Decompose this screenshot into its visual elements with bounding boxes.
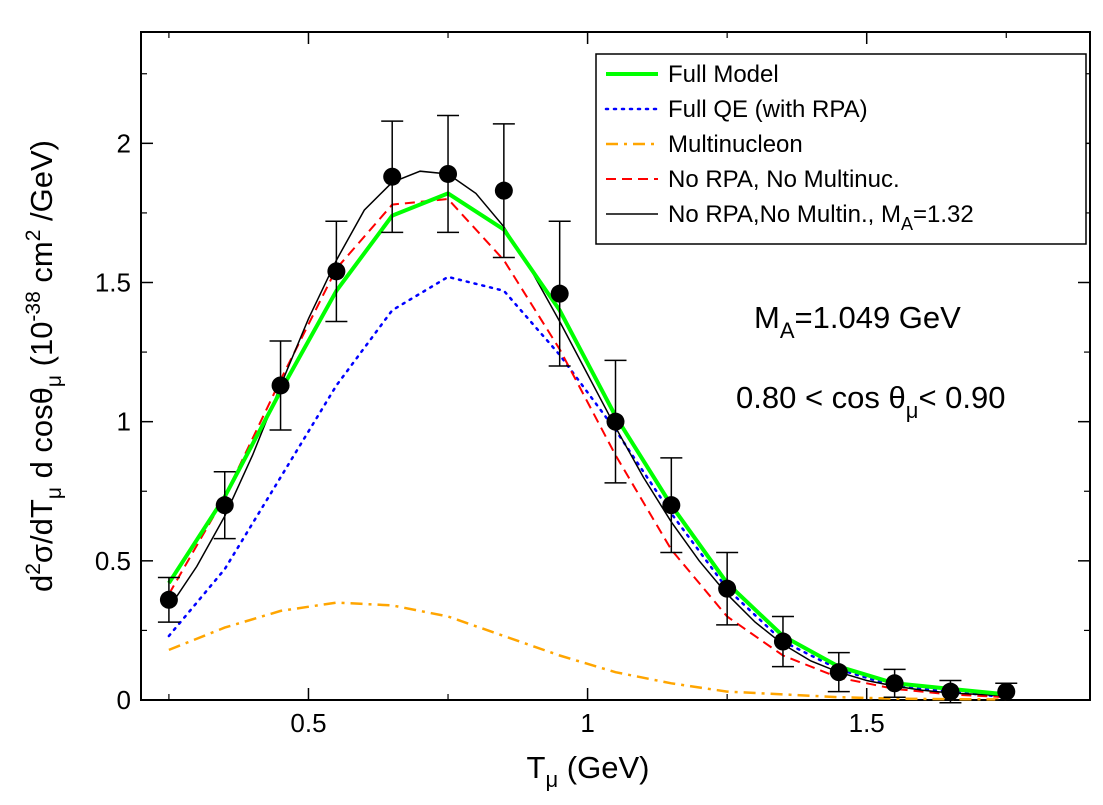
data-point [773, 632, 792, 651]
curve-no-rpa [168, 197, 1007, 699]
plot-frame [140, 31, 1091, 701]
x-axis-title: Tμ (GeV) [527, 750, 650, 792]
data-point [439, 164, 458, 183]
data-point [271, 376, 290, 395]
x-tick-label: 0.5 [290, 708, 326, 738]
axis-ticks: 0.5 1 1.5 0 0.5 1 1.5 2 [95, 32, 1090, 738]
data-point [941, 682, 960, 701]
data-point [494, 181, 513, 200]
y-tick-label: 0 [117, 685, 131, 715]
data-points [157, 114, 1018, 704]
data-point [550, 284, 569, 303]
legend-label-no-rpa-ma: No RPA,No Multin., MA=1.32 [668, 201, 974, 234]
legend-label-full-qe: Full QE (with RPA) [668, 96, 868, 123]
data-point [383, 167, 402, 186]
x-tick-label: 1.5 [849, 708, 885, 738]
legend-box [595, 53, 1087, 245]
legend: Full Model Full QE (with RPA) Multinucle… [595, 53, 1087, 245]
curve-full-qe [167, 275, 1008, 699]
curves [167, 170, 1008, 701]
legend-label-multinucleon: Multinucleon [668, 131, 803, 158]
data-point [159, 590, 178, 609]
x-tick-label: 1 [580, 708, 594, 738]
legend-swatches [604, 72, 660, 215]
data-point [606, 412, 625, 431]
curve-multinucleon [168, 601, 1007, 701]
y-tick-label: 1 [117, 407, 131, 437]
annotation-cos: 0.80 < cos θμ< 0.90 [736, 380, 1006, 423]
y-tick-label: 1.5 [95, 268, 131, 298]
data-point [885, 674, 904, 693]
data-point [662, 496, 681, 515]
legend-label-no-rpa: No RPA, No Multinuc. [668, 166, 900, 193]
data-point [327, 262, 346, 281]
data-point [215, 496, 234, 515]
curve-no-rpa-ma [168, 170, 1007, 697]
curve-full-model [167, 191, 1007, 697]
data-point [718, 579, 737, 598]
legend-label-full-model: Full Model [668, 61, 779, 88]
data-point [829, 663, 848, 682]
data-point [997, 682, 1016, 701]
annotation-ma: MA=1.049 GeV [754, 300, 961, 343]
y-tick-label: 0.5 [95, 546, 131, 576]
y-axis-title: d2σ/dTμ d cosθμ (10-38 cm2 /GeV) [22, 140, 66, 592]
y-tick-label: 2 [117, 128, 131, 158]
